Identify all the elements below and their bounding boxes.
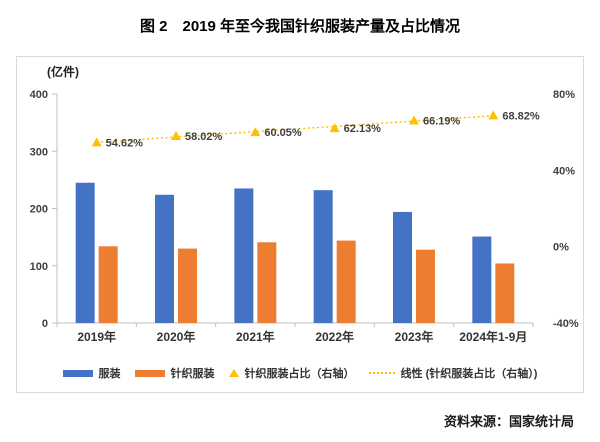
left-axis-tick-label: 300 (30, 146, 48, 158)
plot-canvas: 0 100 200 300 400 -40% 0% 40% 80% 2019年 2020年 2021年… (30, 89, 579, 344)
left-axis-tick-label: 400 (30, 89, 48, 101)
legend-item-3: 线性 (针织服装占比（右轴）) (368, 365, 538, 381)
right-axis-tick-label: 80% (553, 89, 575, 101)
legend-label: 线性 (针织服装占比（右轴）) (400, 368, 538, 380)
bar-series0-5 (472, 236, 492, 323)
bar-series1-3 (336, 240, 356, 323)
left-axis-unit-label: (亿件) (47, 65, 79, 79)
left-axis-tick-label: 200 (30, 204, 48, 216)
bar-series0-4 (393, 211, 412, 323)
legend-dotted-line-icon (368, 372, 395, 374)
bar-series1-2 (257, 242, 277, 323)
chart-area: (亿件) 0 100 200 300 400 -40% 0% 40% 80% 2019年 2020年… (16, 56, 584, 393)
data-label-4: 66.19% (423, 115, 461, 127)
bar-series1-0 (98, 246, 118, 323)
legend-label: 针织服装 (170, 368, 215, 380)
bar-series0-3 (313, 190, 333, 323)
legend-bar-swatch (134, 369, 165, 377)
data-label-2: 60.05% (264, 127, 302, 139)
legend-label: 针织服装占比（右轴） (244, 368, 355, 380)
source-note: 资料来源：国家统计局 (443, 414, 574, 429)
bar-series1-5 (495, 263, 515, 323)
x-axis-category-label: 2022年 (315, 329, 354, 344)
data-label-0: 54.62% (106, 137, 144, 149)
data-label-3: 62.13% (344, 123, 382, 135)
right-axis-tick-label: -40% (553, 318, 579, 330)
x-axis-category-label: 2024年1-9月 (459, 329, 527, 344)
x-axis-category-label: 2019年 (77, 329, 116, 344)
bar-series1-1 (178, 248, 197, 323)
data-label-1: 58.02% (185, 131, 223, 143)
triangle-marker-3 (329, 123, 340, 133)
bar-series0-1 (155, 194, 174, 323)
legend-triangle-icon (228, 369, 239, 377)
left-axis-tick-label: 100 (30, 261, 48, 273)
triangle-marker-2 (250, 127, 261, 137)
trendline (96, 114, 494, 144)
data-label-5: 68.82% (502, 110, 540, 122)
legend-item-0: 服装 (62, 365, 121, 381)
legend-bar-swatch (62, 369, 93, 377)
legend-label: 服装 (98, 368, 121, 380)
chart-title: 图 2 2019 年至今我国针织服装产量及占比情况 (139, 18, 461, 35)
bar-series0-0 (75, 182, 95, 323)
legend-item-2: 针织服装占比（右轴） (228, 365, 355, 381)
triangle-marker-1 (171, 130, 181, 140)
bar-series0-2 (234, 188, 254, 323)
triangle-marker-5 (488, 110, 499, 120)
bar-series1-4 (416, 249, 435, 323)
left-axis-tick-label: 0 (42, 318, 48, 330)
legend-item-1: 针织服装 (134, 365, 215, 381)
triangle-marker-4 (409, 115, 419, 125)
triangle-marker-0 (91, 137, 102, 147)
x-axis-category-label: 2021年 (236, 329, 275, 344)
x-axis-category-label: 2023年 (395, 329, 434, 344)
legend: 服装 针织服装 针织服装占比（右轴） 线性 (针织服装占比（右轴）) (17, 365, 583, 381)
x-axis-category-label: 2020年 (157, 329, 196, 344)
right-axis-tick-label: 0% (553, 242, 569, 254)
right-axis-tick-label: 40% (553, 165, 575, 177)
